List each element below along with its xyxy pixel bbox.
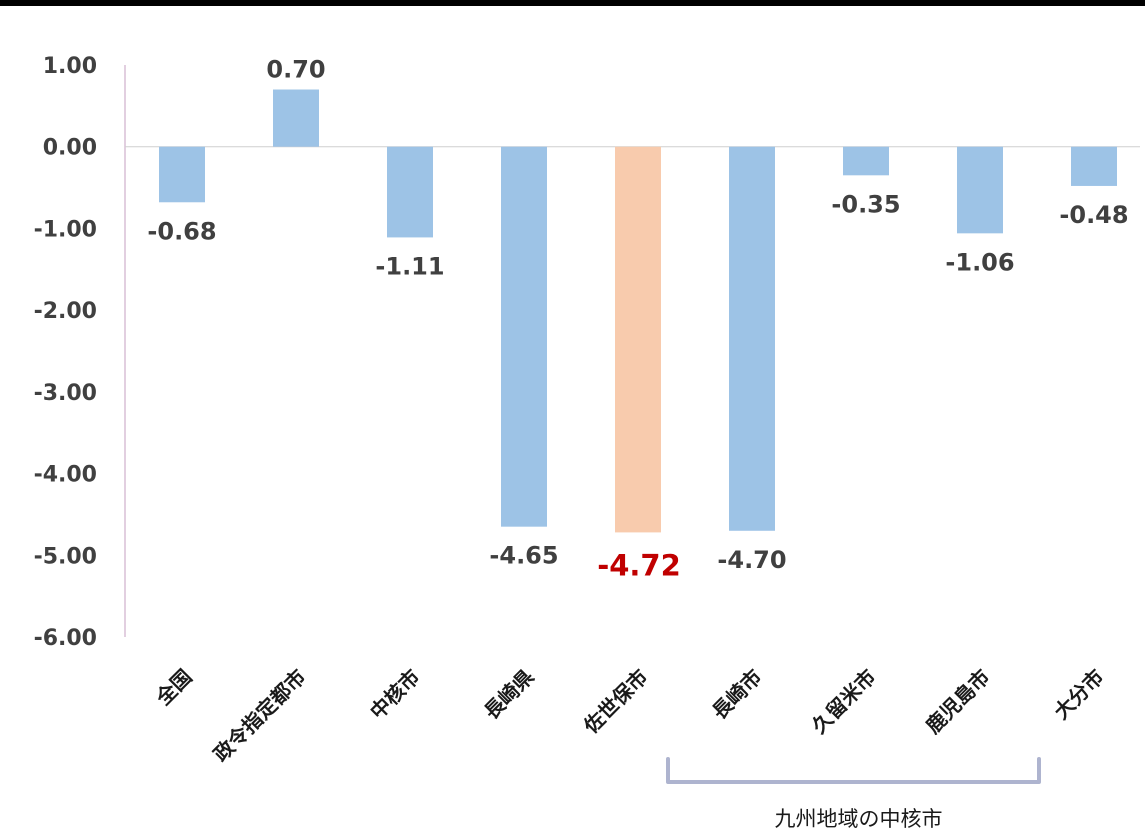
data-label: -1.11 bbox=[375, 252, 444, 280]
value-labels: -0.68 0.70 -1.11 -4.65 -4.72 -4.70 -0.35 -1.06 -… bbox=[147, 56, 1128, 583]
y-tick-label: -5.00 bbox=[34, 544, 97, 569]
data-label: -4.65 bbox=[489, 542, 558, 570]
category-label: 大分市 bbox=[1049, 665, 1108, 724]
bar bbox=[843, 146, 889, 176]
bar bbox=[501, 146, 547, 527]
category-label: 中核市 bbox=[365, 665, 424, 724]
y-tick-label: -1.00 bbox=[34, 217, 97, 242]
bar bbox=[273, 89, 319, 147]
y-tick-label: -3.00 bbox=[34, 381, 97, 406]
bars bbox=[159, 89, 1117, 533]
category-label: 久留米市 bbox=[807, 665, 881, 739]
bar bbox=[387, 146, 433, 238]
y-tick-label: -2.00 bbox=[34, 299, 97, 324]
category-label: 長崎市 bbox=[707, 665, 766, 724]
category-labels: 全国 政令指定都市 中核市 長崎県 佐世保市 長崎市 久留米市 鹿児島市 大分市 bbox=[151, 665, 1109, 767]
y-tick-labels: 1.00 0.00 -1.00 -2.00 -3.00 -4.00 -5.00 -6.00 bbox=[34, 54, 97, 651]
data-label: -4.70 bbox=[717, 546, 786, 574]
bar bbox=[159, 146, 205, 203]
data-label: -0.68 bbox=[147, 217, 216, 245]
category-label: 佐世保市 bbox=[578, 665, 652, 739]
bar bbox=[1071, 146, 1117, 186]
bar bbox=[729, 146, 775, 531]
top-rule bbox=[0, 0, 1145, 6]
y-tick-label: -6.00 bbox=[34, 626, 97, 651]
category-label: 長崎県 bbox=[479, 665, 538, 724]
bar-highlight bbox=[615, 146, 661, 533]
data-label: -0.48 bbox=[1059, 201, 1128, 229]
category-label: 政令指定都市 bbox=[209, 665, 311, 767]
group-bracket-label: 九州地域の中核市 bbox=[775, 807, 943, 831]
data-label: -1.06 bbox=[945, 248, 1014, 276]
category-label: 鹿児島市 bbox=[921, 665, 995, 739]
y-tick-label: 1.00 bbox=[43, 54, 97, 79]
bar bbox=[957, 146, 1003, 234]
category-label: 全国 bbox=[151, 665, 197, 711]
data-label: -0.35 bbox=[831, 190, 900, 218]
data-label: -4.72 bbox=[597, 548, 681, 582]
y-tick-label: 0.00 bbox=[43, 136, 97, 161]
y-tick-label: -4.00 bbox=[34, 463, 97, 488]
group-bracket bbox=[666, 757, 1041, 784]
data-label: 0.70 bbox=[266, 56, 325, 84]
